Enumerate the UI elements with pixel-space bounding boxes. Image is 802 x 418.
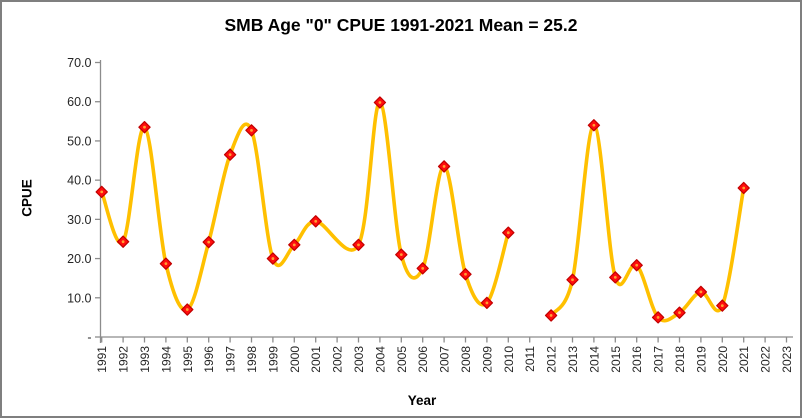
data-point-center-dot-2000 (292, 243, 296, 247)
x-tick-label-1998: 1998 (245, 346, 259, 373)
x-tick-label-2001: 2001 (309, 346, 323, 373)
x-tick-label-1995: 1995 (181, 346, 195, 373)
data-point-center-dot-2016 (635, 263, 639, 267)
x-tick-label-2021: 2021 (737, 346, 751, 373)
data-point-center-dot-2001 (314, 219, 318, 223)
data-point-center-dot-2009 (485, 301, 489, 305)
y-tick-label: - (87, 331, 91, 345)
chart-title: SMB Age "0" CPUE 1991-2021 Mean = 25.2 (224, 15, 578, 35)
x-tick-label-1999: 1999 (266, 346, 280, 373)
x-tick-label-2020: 2020 (716, 346, 730, 373)
y-tick-label: 40.0 (67, 174, 91, 188)
data-point-center-dot-2020 (720, 304, 724, 308)
data-point-center-dot-2012 (549, 314, 553, 317)
data-point-center-dot-2017 (656, 315, 660, 319)
data-point-center-dot-1994 (164, 262, 168, 266)
data-point-center-dot-2014 (592, 123, 596, 127)
data-point-center-dot-2010 (506, 231, 510, 235)
x-tick-label-2002: 2002 (331, 346, 345, 373)
data-point-center-dot-2004 (378, 101, 382, 104)
x-tick-label-1994: 1994 (159, 346, 173, 373)
x-tick-label-2018: 2018 (673, 346, 687, 373)
cpue-line-segment-2 (549, 123, 746, 323)
x-tick-label-2014: 2014 (587, 346, 601, 373)
y-tick-label: 60.0 (67, 95, 91, 109)
data-point-center-dot-2018 (678, 311, 681, 315)
x-tick-label-2011: 2011 (523, 346, 537, 372)
y-tick-label: 70.0 (67, 56, 91, 70)
x-tick-label-2015: 2015 (609, 346, 623, 373)
data-point-center-dot-1997 (228, 153, 232, 157)
data-point-center-dot-2006 (421, 266, 425, 270)
data-point-center-dot-2015 (613, 275, 617, 279)
x-tick-label-2004: 2004 (373, 346, 387, 373)
x-tick-label-2012: 2012 (545, 346, 559, 373)
x-tick-label-1996: 1996 (202, 346, 216, 373)
x-tick-label-1997: 1997 (224, 346, 238, 373)
data-point-center-dot-1995 (185, 308, 189, 311)
data-point-center-dot-2007 (442, 165, 446, 168)
x-tick-label-2003: 2003 (352, 346, 366, 373)
x-tick-label-2017: 2017 (652, 346, 666, 373)
y-tick-label: 10.0 (67, 291, 91, 305)
data-point-center-dot-1993 (143, 125, 146, 129)
x-tick-label-1993: 1993 (138, 346, 152, 373)
x-tick-label-1992: 1992 (117, 346, 131, 373)
x-tick-label-2000: 2000 (288, 346, 302, 373)
data-point-center-dot-2013 (571, 278, 574, 282)
x-tick-label-2016: 2016 (630, 346, 644, 373)
data-point-center-dot-1996 (207, 240, 211, 244)
data-point-center-dot-1992 (121, 240, 125, 244)
x-tick-label-2005: 2005 (395, 346, 409, 373)
x-tick-label-2008: 2008 (459, 346, 473, 373)
x-tick-label-1991: 1991 (95, 346, 109, 373)
y-tick-label: 20.0 (67, 252, 91, 266)
data-point-center-dot-2019 (699, 290, 703, 294)
data-point-center-dot-2008 (464, 272, 467, 276)
y-tick-label: 50.0 (67, 134, 91, 148)
data-point-center-dot-1999 (271, 257, 275, 260)
x-tick-label-2009: 2009 (480, 346, 494, 373)
data-point-center-dot-1991 (100, 190, 104, 194)
y-tick-label: 30.0 (67, 213, 91, 227)
x-tick-label-2019: 2019 (694, 346, 708, 373)
cpue-line-segment-1 (99, 100, 511, 312)
data-point-center-dot-2005 (399, 253, 403, 257)
x-tick-label-2007: 2007 (438, 346, 452, 373)
data-point-center-dot-2021 (742, 186, 746, 190)
x-tick-label-2010: 2010 (502, 346, 516, 373)
data-point-center-dot-1998 (250, 128, 253, 132)
x-tick-label-2023: 2023 (780, 346, 794, 373)
data-point-center-dot-2003 (357, 243, 360, 247)
x-tick-label-2006: 2006 (416, 346, 430, 373)
x-tick-label-2022: 2022 (759, 346, 773, 373)
x-axis-title: Year (407, 393, 437, 408)
x-tick-label-2013: 2013 (566, 346, 580, 373)
